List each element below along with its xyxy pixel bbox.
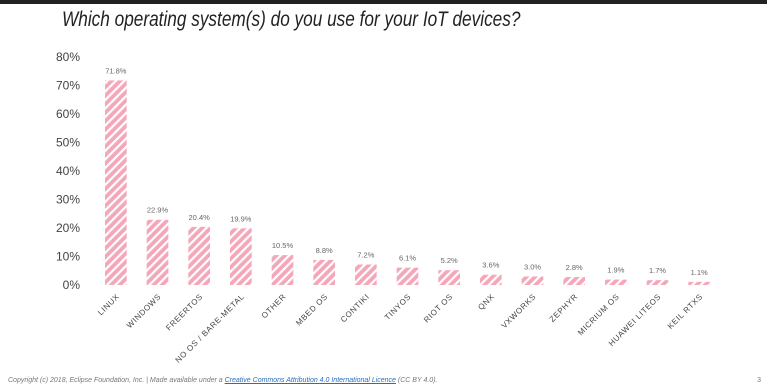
data-label: 71.8% (105, 66, 127, 75)
x-tick-label: MBED OS (294, 292, 329, 327)
footer-prefix: Copyright (c) 2018, Eclipse Foundation, … (8, 377, 223, 384)
data-label: 5.2% (441, 256, 458, 265)
x-tick-label: LINUX (96, 292, 121, 317)
x-tick-label: VXWORKS (500, 292, 538, 330)
bar (355, 264, 377, 285)
data-label: 19.9% (230, 214, 252, 223)
data-label: 1.1% (691, 268, 708, 277)
x-tick-label: CONTIKI (339, 292, 371, 324)
bar (230, 228, 252, 285)
x-tick-label: TINYOS (383, 292, 413, 322)
bar (480, 274, 502, 285)
data-label: 3.6% (482, 261, 499, 270)
x-tick-label: KEIL RTXS (666, 292, 705, 331)
bar (105, 80, 127, 286)
top-rule (0, 0, 767, 4)
bar-chart: 0% 10% 20% 30% 40% 50% 60% 70% 80% 71.8% 22.9% 20.… (56, 50, 710, 365)
x-tick-label: QNX (476, 292, 496, 312)
data-label: 2.8% (566, 263, 583, 272)
chart-title: Which operating system(s) do you use for… (62, 8, 521, 31)
data-label: 3.0% (524, 262, 541, 271)
y-tick-label: 70% (56, 79, 80, 93)
y-axis: 0% 10% 20% 30% 40% 50% 60% 70% 80% (56, 50, 80, 292)
bar (688, 281, 710, 285)
license-link[interactable]: Creative Commons Attribution 4.0 Interna… (224, 377, 396, 384)
y-tick-label: 20% (56, 221, 80, 235)
copyright-footer: Copyright (c) 2018, Eclipse Foundation, … (8, 377, 437, 384)
bar (313, 259, 335, 285)
footer-suffix: (CC BY 4.0). (397, 377, 438, 384)
y-tick-label: 80% (56, 50, 80, 64)
x-tick-label: NO OS / BARE-METAL (174, 292, 247, 365)
y-tick-label: 60% (56, 107, 80, 121)
bar (521, 276, 544, 285)
data-label: 20.4% (189, 213, 211, 222)
data-label: 22.9% (147, 206, 169, 215)
bars (105, 80, 710, 286)
bar (646, 280, 669, 285)
page-number: 3 (757, 377, 761, 384)
y-tick-label: 10% (56, 250, 80, 264)
bar (605, 279, 627, 285)
bar (188, 226, 210, 285)
y-tick-label: 30% (56, 193, 80, 207)
y-tick-label: 40% (56, 164, 80, 178)
y-tick-label: 0% (63, 278, 81, 292)
y-tick-label: 50% (56, 136, 80, 150)
data-label: 1.7% (649, 266, 666, 275)
x-tick-label: WINDOWS (125, 292, 163, 330)
data-label: 10.5% (272, 241, 294, 250)
x-tick-label: FREERTOS (164, 292, 204, 332)
value-labels: 71.8% 22.9% 20.4% 19.9% 10.5% 8.8% 7.2% 6.1% 5.2… (105, 66, 708, 276)
bar (563, 277, 585, 285)
data-label: 8.8% (316, 246, 333, 255)
data-label: 6.1% (399, 254, 416, 263)
x-tick-label: ZEPHYR (548, 292, 580, 324)
bar (146, 219, 169, 285)
x-tick-label: MICRIUM OS (576, 292, 621, 337)
data-label: 1.9% (607, 266, 624, 275)
x-tick-label: RIOT OS (422, 292, 454, 324)
bar (438, 270, 460, 285)
x-tick-label: OTHER (260, 292, 288, 320)
bar (396, 267, 419, 285)
bar (271, 255, 294, 285)
data-label: 7.2% (357, 250, 374, 259)
